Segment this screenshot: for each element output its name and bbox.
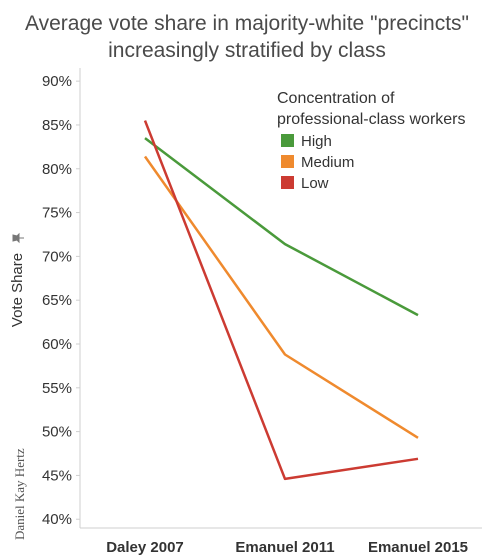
y-tick-label: 50% bbox=[42, 424, 72, 441]
y-axis-title: Vote Share bbox=[9, 232, 26, 327]
x-category-label: Emanuel 2011 bbox=[235, 539, 334, 556]
chart-title-line-1: Average vote share in majority-white "pr… bbox=[25, 12, 469, 35]
y-tick-label: 75% bbox=[42, 205, 72, 222]
y-tick-label: 60% bbox=[42, 336, 72, 353]
legend-title-line-1: Concentration of bbox=[277, 90, 395, 107]
y-tick-label: 70% bbox=[42, 248, 72, 265]
y-tick-label: 85% bbox=[42, 117, 72, 134]
author-signature: Daniel Kay Hertz bbox=[12, 448, 27, 540]
x-category-label: Emanuel 2015 bbox=[368, 539, 468, 556]
x-category-labels: Daley 2007 Emanuel 2011 Emanuel 2015 bbox=[106, 539, 468, 556]
legend-swatch-medium bbox=[281, 155, 294, 168]
y-tick-label: 65% bbox=[42, 292, 72, 309]
chart-title: Average vote share in majority-white "pr… bbox=[25, 12, 469, 62]
legend-label-medium: Medium bbox=[301, 154, 354, 171]
series-lines bbox=[143, 120, 419, 481]
legend-swatch-low bbox=[281, 176, 294, 189]
legend-swatch-high bbox=[281, 134, 294, 147]
legend-label-low: Low bbox=[301, 175, 329, 192]
y-axis-label: Vote Share bbox=[9, 253, 26, 327]
y-tick-labels: 90% 85% 80% 75% 70% 65% 60% 55% 50% 45% 40% bbox=[42, 73, 80, 528]
series-line-high bbox=[144, 137, 419, 317]
y-tick-label: 55% bbox=[42, 380, 72, 397]
series-line-low bbox=[143, 120, 419, 481]
axes bbox=[79, 68, 482, 529]
y-tick-label: 45% bbox=[42, 467, 72, 484]
chart-title-line-2: increasingly stratified by class bbox=[108, 39, 386, 62]
pin-icon bbox=[12, 232, 24, 244]
legend-label-high: High bbox=[301, 133, 332, 150]
legend-title-line-2: professional-class workers bbox=[277, 111, 466, 128]
y-tick-label: 40% bbox=[42, 511, 72, 528]
y-tick-label: 90% bbox=[42, 73, 72, 90]
series-line-medium bbox=[143, 155, 419, 439]
legend: Concentration of professional-class work… bbox=[277, 90, 466, 192]
x-category-label: Daley 2007 bbox=[106, 539, 184, 556]
y-tick-label: 80% bbox=[42, 161, 72, 178]
